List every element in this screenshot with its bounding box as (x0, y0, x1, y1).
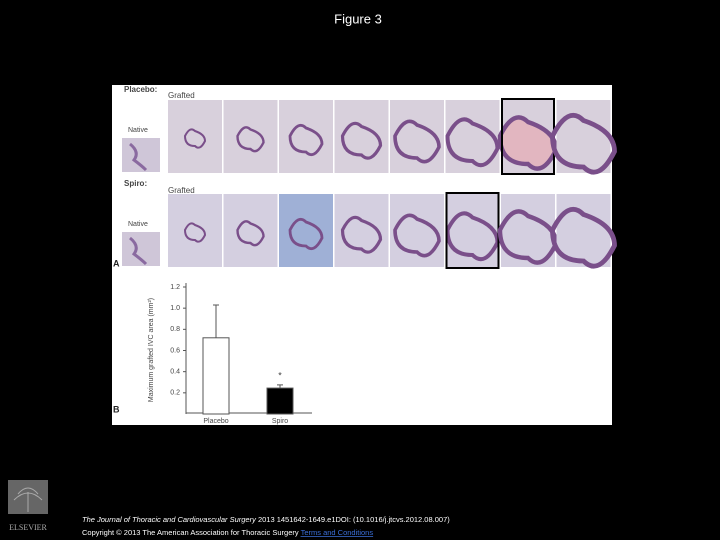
copyright: Copyright © 2013 The American Associatio… (82, 528, 299, 537)
slide-title: Figure 3 (334, 11, 382, 26)
citation: 2013 1451642-1649.e1DOI: (10.1016/j.jtcv… (258, 515, 450, 524)
histology-image (168, 100, 222, 173)
y-tick-label: 1.0 (170, 305, 180, 312)
histology-image (279, 194, 333, 267)
tissue (340, 121, 383, 160)
tissue (340, 215, 383, 254)
y-tick-label: 1.2 (170, 284, 180, 291)
grafted-label: Grafted (168, 186, 195, 195)
histology-image (223, 194, 278, 267)
y-axis-label: Maximum grafted IVC area (mm²) (148, 298, 155, 402)
copyright-line: Copyright © 2013 The American Associatio… (82, 528, 373, 537)
y-tick-label: 0.6 (170, 347, 180, 354)
publisher-name: ELSEVIER (9, 523, 47, 532)
y-tick-label: 0.2 (170, 390, 180, 397)
histology-image (279, 100, 333, 173)
tissue (183, 128, 207, 149)
native-label: Native (128, 127, 148, 134)
panel-label: A (113, 258, 120, 268)
grafted-label: Grafted (168, 91, 195, 100)
histology-image (168, 194, 222, 267)
tissue (288, 217, 324, 251)
tissue (550, 207, 617, 269)
group-label: Placebo: (124, 85, 157, 94)
bar-chart: 0.2 0.4 0.6 0.8 1.0 1.2 Placebo Spiro * (170, 283, 312, 425)
histology-panel (122, 98, 617, 269)
bar (266, 387, 294, 415)
tissue (288, 123, 324, 157)
tissue (393, 213, 441, 258)
native-label: Native (128, 221, 148, 228)
tissue (183, 222, 207, 243)
terms-link[interactable]: Terms and Conditions (301, 528, 374, 537)
tissue (236, 126, 265, 153)
group-label: Spiro: (124, 179, 147, 188)
citation-line: The Journal of Thoracic and Cardiovascul… (82, 515, 450, 524)
tissue (445, 117, 500, 168)
tissue (550, 113, 617, 175)
bar (202, 337, 230, 415)
tissue (129, 142, 148, 172)
significance-mark: * (278, 370, 282, 380)
logo-tree (13, 487, 43, 512)
tissue (129, 236, 148, 266)
x-tick-label: Spiro (272, 418, 288, 425)
histology-image (223, 100, 278, 173)
journal-name: The Journal of Thoracic and Cardiovascul… (82, 515, 257, 524)
y-tick-label: 0.4 (170, 369, 180, 376)
tissue (236, 220, 265, 247)
tissue (393, 119, 441, 164)
panel-label: B (113, 404, 120, 414)
y-tick-label: 0.8 (170, 326, 180, 333)
x-tick-label: Placebo (203, 418, 228, 425)
